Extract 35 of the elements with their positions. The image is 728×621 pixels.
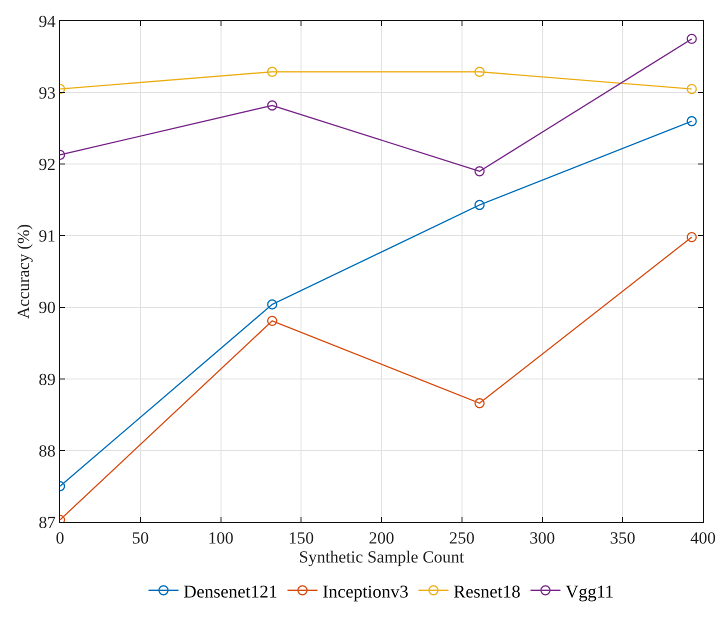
y-tick-label: 94: [38, 12, 56, 31]
x-tick-label: 200: [368, 528, 394, 548]
point: [267, 100, 278, 111]
point: [267, 299, 278, 310]
x-tick-label: 0: [56, 528, 64, 548]
y-tick-label: 87: [38, 512, 56, 532]
point: [686, 34, 697, 44]
point: [267, 66, 278, 77]
legend-label: Inceptionv3: [322, 581, 408, 602]
x-tick-label: 100: [208, 528, 234, 548]
legend-label: Resnet18: [453, 581, 520, 602]
point: [474, 200, 485, 210]
y-tick-label: 88: [38, 441, 56, 460]
point: [686, 84, 697, 94]
x-tick-label: 400: [690, 528, 716, 548]
y-tick-label: 91: [38, 226, 56, 246]
x-tick-label: 150: [288, 528, 314, 548]
point: [267, 316, 278, 326]
y-axis-title: Accuracy (%): [14, 224, 34, 319]
x-axis-title: Synthetic Sample Count: [298, 547, 464, 566]
point: [474, 66, 485, 77]
x-tick-label: 350: [610, 528, 636, 548]
point: [474, 398, 485, 408]
legend-label: Vgg11: [565, 581, 614, 602]
point: [686, 232, 697, 242]
legend-label: Densenet121: [184, 581, 278, 602]
y-tick-label: 93: [38, 84, 56, 103]
x-tick-label: 300: [530, 528, 555, 548]
point: [474, 166, 485, 176]
x-tick-label: 250: [449, 528, 475, 548]
point: [686, 116, 697, 126]
x-tick-label: 50: [132, 528, 149, 548]
y-tick-label: 90: [38, 298, 56, 318]
y-tick-label: 89: [38, 370, 56, 389]
y-tick-label: 92: [38, 155, 56, 174]
